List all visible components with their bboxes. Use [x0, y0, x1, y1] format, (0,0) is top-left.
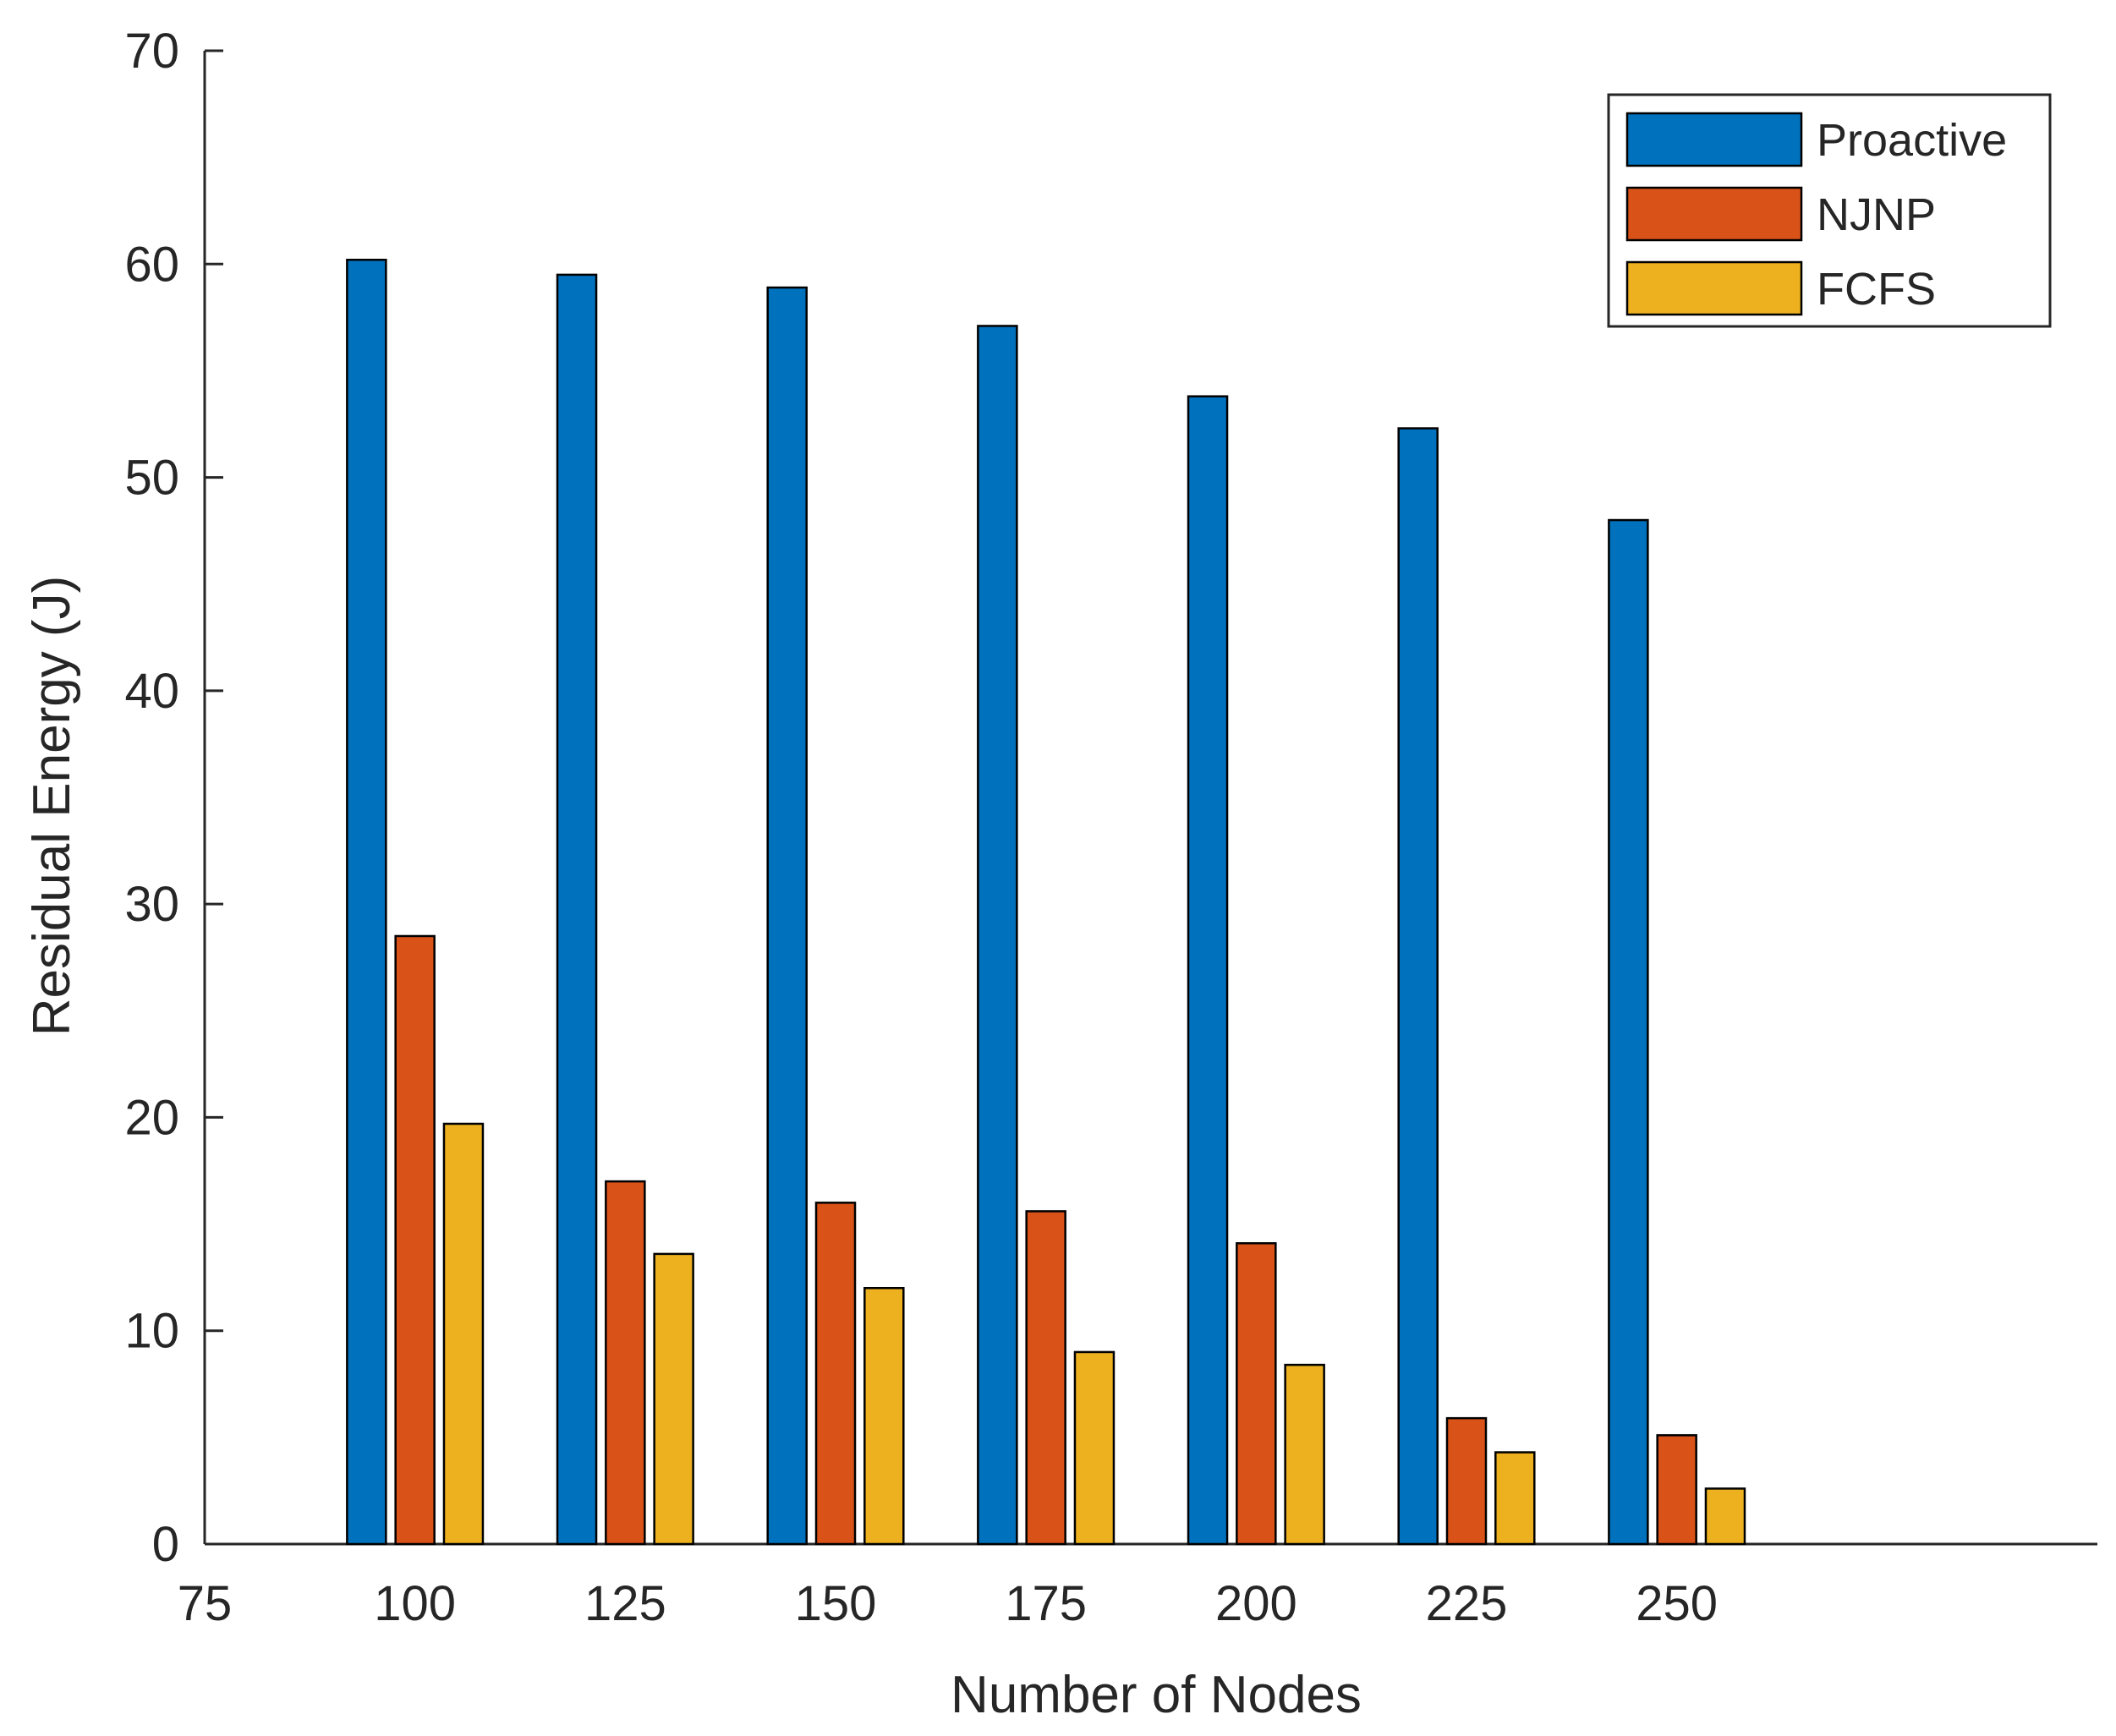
x-tick-label: 175 — [1005, 1576, 1087, 1631]
bar-fcfs-250 — [1704, 1487, 1746, 1546]
bar-fcfs-125 — [653, 1252, 694, 1546]
x-axis-title: Number of Nodes — [951, 1666, 1362, 1724]
bar-proactive-225 — [1397, 427, 1439, 1546]
y-tick-label: 70 — [124, 24, 179, 79]
bar-njnp-100 — [394, 934, 436, 1546]
bar-proactive-175 — [977, 325, 1018, 1546]
bar-fcfs-150 — [863, 1287, 905, 1546]
x-tick-label: 125 — [584, 1576, 666, 1631]
bar-proactive-250 — [1608, 518, 1649, 1546]
bar-njnp-200 — [1236, 1242, 1277, 1546]
bar-proactive-100 — [346, 258, 387, 1546]
bar-proactive-125 — [556, 273, 598, 1546]
bar-fcfs-225 — [1494, 1451, 1536, 1546]
axes: 0 10 20 30 40 50 60 70 75 100 125 150 175 200 225 250 — [124, 24, 2097, 1631]
legend-swatch-fcfs — [1625, 260, 1803, 316]
x-tick-label: 250 — [1636, 1576, 1718, 1631]
x-tick-label: 200 — [1215, 1576, 1297, 1631]
bar-fcfs-100 — [442, 1122, 485, 1546]
y-tick-label: 40 — [124, 664, 179, 719]
bar-njnp-150 — [814, 1202, 857, 1546]
bar-fcfs-175 — [1073, 1350, 1116, 1546]
y-tick-label: 10 — [124, 1304, 179, 1359]
x-tick-label: 225 — [1426, 1576, 1508, 1631]
bar-njnp-250 — [1656, 1434, 1697, 1546]
y-tick-label: 20 — [124, 1090, 179, 1145]
legend-label-njnp: NJNP — [1817, 189, 1936, 240]
legend-label-fcfs: FCFS — [1817, 264, 1936, 315]
bar-njnp-125 — [605, 1180, 646, 1546]
y-tick-label: 0 — [152, 1517, 179, 1572]
y-axis-title: Residual Energy (J) — [23, 576, 81, 1036]
y-tick-label: 50 — [124, 451, 179, 506]
x-tick-label: 75 — [178, 1576, 233, 1631]
legend-label-proactive: Proactive — [1817, 115, 2007, 166]
bar-proactive-200 — [1187, 395, 1229, 1546]
y-tick-label: 60 — [124, 237, 179, 292]
bars — [346, 258, 1746, 1546]
legend-swatch-proactive — [1625, 112, 1803, 167]
x-tick-label: 150 — [795, 1576, 877, 1631]
y-tick-label: 30 — [124, 877, 179, 932]
bar-njnp-175 — [1025, 1210, 1066, 1546]
bar-proactive-150 — [766, 286, 808, 1546]
bar-fcfs-200 — [1284, 1363, 1325, 1546]
bar-njnp-225 — [1445, 1416, 1488, 1546]
x-tick-label: 100 — [374, 1576, 456, 1631]
legend: Proactive NJNP FCFS — [1607, 93, 2052, 328]
legend-swatch-njnp — [1625, 186, 1803, 242]
